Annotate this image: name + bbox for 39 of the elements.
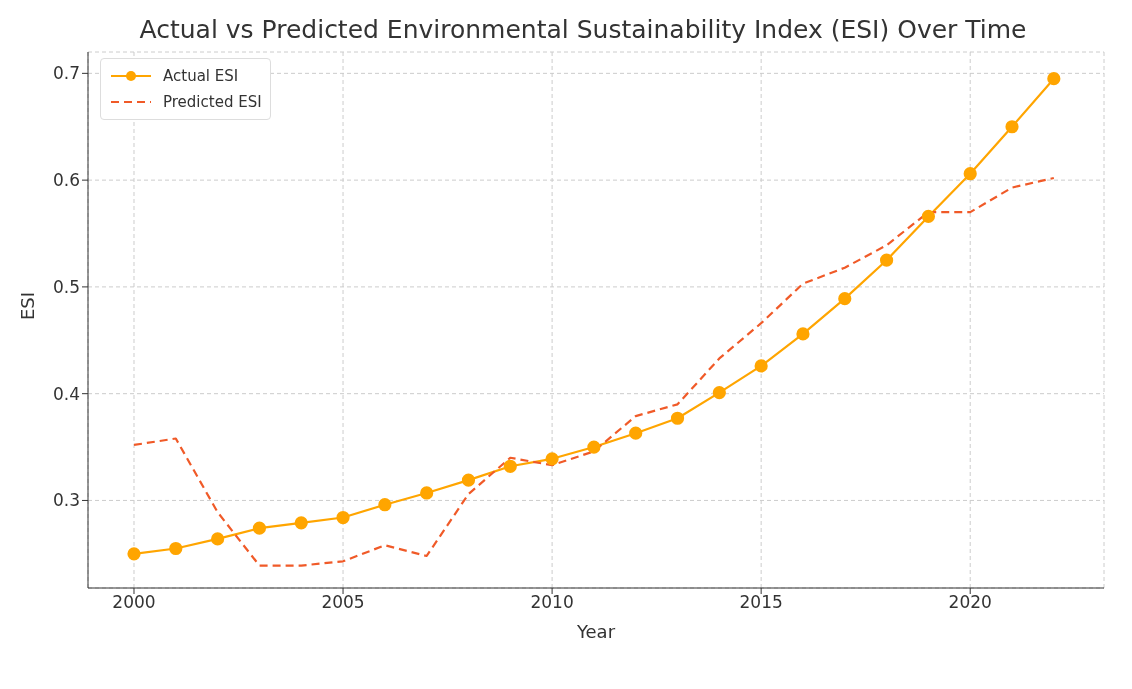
point bbox=[252, 521, 267, 535]
line-series bbox=[132, 176, 1055, 567]
point bbox=[587, 440, 601, 454]
point bbox=[127, 547, 141, 561]
point bbox=[963, 167, 977, 181]
point bbox=[796, 327, 810, 341]
point bbox=[921, 209, 935, 224]
x-tick-label: 2015 bbox=[739, 592, 783, 613]
y-tick-label: 0.6 bbox=[52, 170, 80, 191]
x-tick-label: 2010 bbox=[530, 592, 574, 613]
point bbox=[461, 473, 476, 487]
y-tick-label: 0.5 bbox=[52, 276, 80, 297]
point bbox=[838, 292, 852, 306]
chart-title: Actual vs Predicted Environmental Sustainability Index (ESI) Over Time bbox=[139, 15, 1027, 44]
legend-label: Predicted ESI bbox=[163, 92, 262, 113]
y-tick-label: 0.7 bbox=[52, 63, 80, 84]
point bbox=[712, 386, 726, 400]
point bbox=[1005, 120, 1019, 134]
point bbox=[378, 498, 392, 512]
point bbox=[879, 253, 894, 267]
point bbox=[629, 426, 643, 440]
point bbox=[420, 486, 434, 500]
x-tick-label: 2005 bbox=[321, 592, 365, 613]
point bbox=[754, 359, 768, 373]
y-tick-label: 0.4 bbox=[52, 383, 80, 404]
point bbox=[545, 452, 559, 466]
point bbox=[1047, 72, 1061, 86]
point bbox=[169, 541, 183, 556]
y-tick-label: 0.3 bbox=[52, 490, 80, 511]
x-axis-title: Year bbox=[575, 621, 616, 642]
point bbox=[294, 516, 308, 530]
legend-label: Actual ESI bbox=[163, 66, 239, 87]
point bbox=[211, 532, 225, 546]
y-axis-title: ESI bbox=[17, 291, 39, 320]
x-tick-label: 2000 bbox=[112, 592, 156, 613]
point bbox=[336, 510, 350, 525]
x-tick-label: 2020 bbox=[948, 592, 992, 613]
point bbox=[503, 459, 517, 473]
point bbox=[670, 411, 685, 425]
